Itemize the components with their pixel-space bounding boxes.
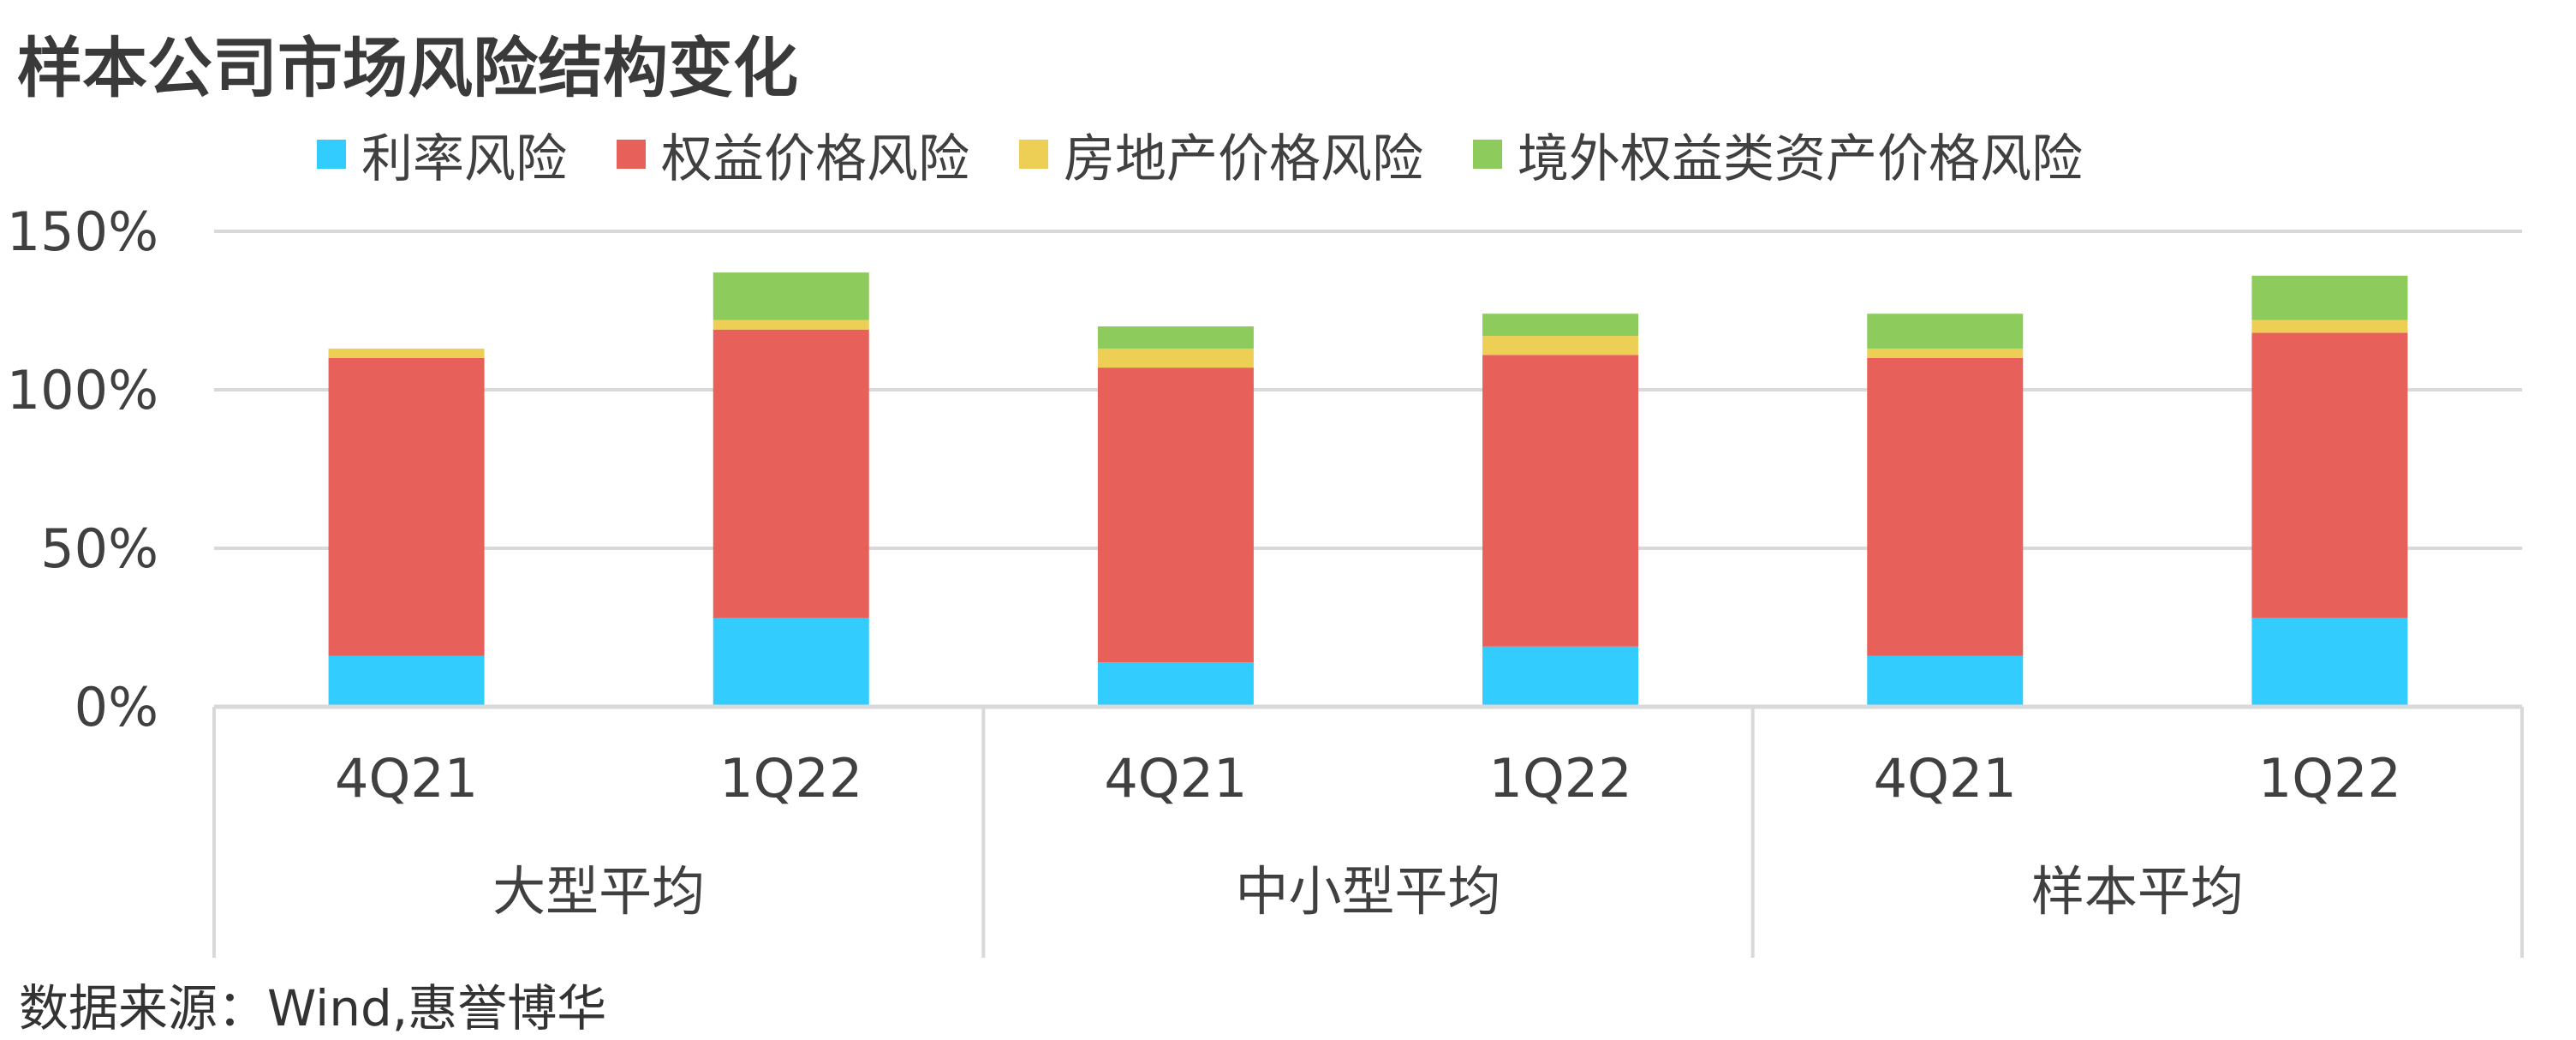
legend: 利率风险 权益价格风险 房地产价格风险 境外权益类资产价格风险: [317, 120, 2132, 189]
chart-title: 样本公司市场风险结构变化: [17, 30, 798, 106]
bar-segment-overseas-equity-risk: [1867, 314, 2024, 349]
bar-segment-real-estate-risk: [713, 320, 869, 330]
legend-swatch-overseas-equity-risk: [1473, 140, 1502, 169]
bar-segment-rate-risk: [1482, 646, 1639, 707]
bar-segment-rate-risk: [1097, 662, 1254, 707]
bar-segment-equity-risk: [2251, 332, 2408, 619]
group-label: 大型平均: [492, 860, 705, 923]
bar-segment-overseas-equity-risk: [1097, 326, 1254, 349]
x-tick-label: 1Q22: [719, 747, 862, 810]
y-tick-label: 50%: [40, 517, 158, 580]
bar-segment-equity-risk: [1867, 358, 2024, 656]
y-tick-label: 100%: [7, 359, 158, 421]
legend-label-overseas-equity-risk: 境外权益类资产价格风险: [1518, 129, 2083, 189]
legend-label-rate-risk: 利率风险: [361, 129, 567, 189]
x-tick-label: 4Q21: [1874, 747, 2017, 810]
bar-segment-rate-risk: [1867, 655, 2024, 707]
bar-segment-real-estate-risk: [1097, 348, 1254, 368]
bar-segment-equity-risk: [713, 329, 869, 619]
legend-swatch-real-estate-risk: [1019, 140, 1048, 169]
x-tick-label: 1Q22: [1489, 747, 1632, 810]
bar-segment-real-estate-risk: [2251, 320, 2408, 333]
bar-segment-equity-risk: [328, 358, 485, 656]
bar-segment-real-estate-risk: [328, 348, 485, 358]
bar-segment-overseas-equity-risk: [713, 272, 869, 320]
legend-item-real-estate-risk: 房地产价格风险: [1019, 117, 1423, 192]
legend-item-overseas-equity-risk: 境外权益类资产价格风险: [1473, 117, 2083, 192]
bar-segment-equity-risk: [1097, 368, 1254, 663]
group-label: 样本平均: [2031, 860, 2244, 923]
bar-segment-overseas-equity-risk: [1482, 314, 1639, 337]
x-tick-label: 1Q22: [2258, 747, 2401, 810]
bar-segment-rate-risk: [713, 618, 869, 707]
bar-segment-real-estate-risk: [1482, 336, 1639, 356]
legend-label-equity-risk: 权益价格风险: [661, 129, 969, 189]
x-tick-label: 4Q21: [1104, 747, 1247, 810]
bar-segment-equity-risk: [1482, 355, 1639, 647]
bar-segment-real-estate-risk: [1867, 348, 2024, 358]
x-tick-label: 4Q21: [335, 747, 478, 810]
bar-segment-rate-risk: [2251, 618, 2408, 707]
y-tick-label: 150%: [7, 200, 158, 263]
source-note: 数据来源：Wind,惠誉博华: [19, 979, 607, 1037]
y-tick-label: 0%: [75, 676, 158, 738]
legend-item-equity-risk: 权益价格风险: [617, 117, 969, 192]
group-label: 中小型平均: [1235, 860, 1500, 923]
legend-label-real-estate-risk: 房地产价格风险: [1064, 129, 1423, 189]
bar-segment-rate-risk: [328, 655, 485, 707]
legend-item-rate-risk: 利率风险: [317, 117, 567, 192]
bar-segment-overseas-equity-risk: [2251, 275, 2408, 320]
legend-swatch-equity-risk: [617, 140, 646, 169]
legend-swatch-rate-risk: [317, 140, 346, 169]
